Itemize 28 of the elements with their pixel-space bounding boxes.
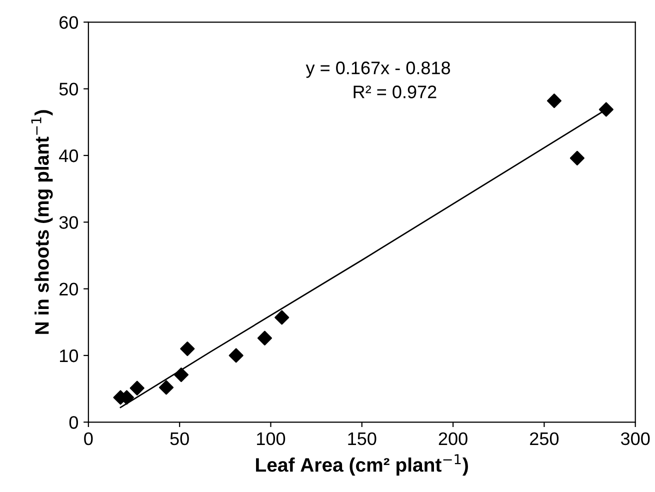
point (274, 310, 290, 325)
x-axis-title: Leaf Area (cm² plant$^{−1}$) (256, 454, 468, 476)
y-tick-label: 60 (60, 16, 78, 29)
y-axis-title: N in shoots (mg plant$^{−1}$) (31, 110, 53, 334)
x-tick-label: 250 (530, 432, 559, 446)
y-tick-label: 30 (59, 216, 78, 229)
x-tick-label: 50 (170, 432, 189, 446)
annotation: y = 0.167x - 0.818 (306, 62, 450, 78)
x-tick-label: 200 (438, 432, 468, 446)
y-tick-label: 10 (60, 349, 78, 362)
y-tick-label: 50 (59, 82, 78, 96)
point (257, 330, 272, 346)
y-tick-label: 40 (59, 149, 78, 162)
x-tick-label: 100 (257, 432, 286, 446)
point (158, 380, 174, 395)
point (130, 380, 144, 396)
point (228, 348, 244, 363)
point (546, 94, 562, 108)
x-tick-label: 150 (348, 432, 376, 446)
x-tick-label: 0 (84, 432, 93, 446)
y-tick-label: 20 (60, 282, 78, 296)
point (598, 102, 614, 117)
point (180, 342, 195, 356)
point (570, 150, 584, 166)
y-tick-label: 0 (69, 416, 78, 429)
point (174, 368, 189, 382)
x-tick-label: 300 (620, 432, 650, 446)
annotation: R² = 0.972 (354, 86, 436, 98)
